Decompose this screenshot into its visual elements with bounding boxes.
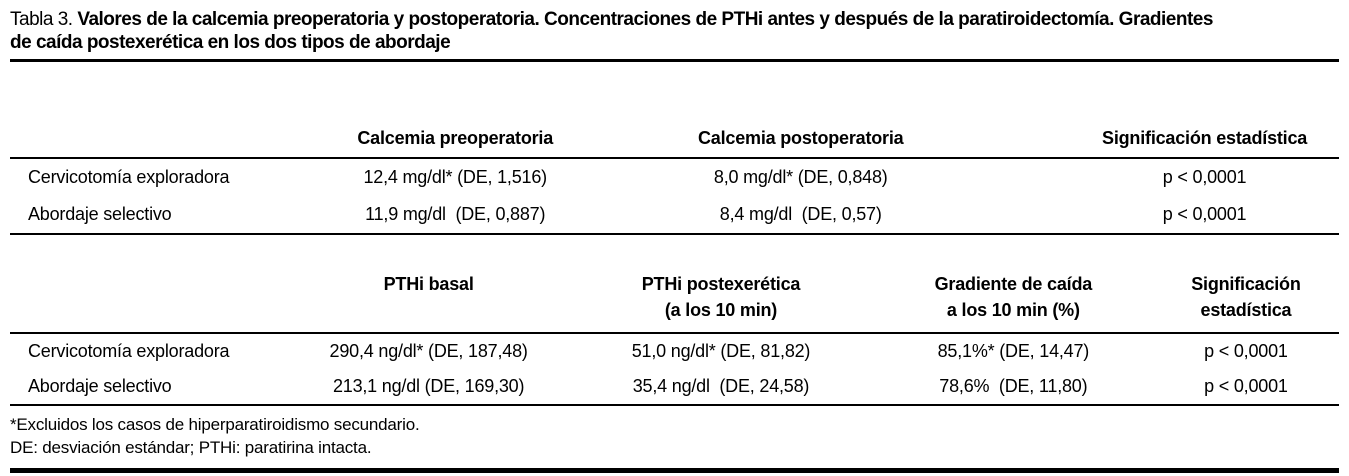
cell-calcemia-preoperatoria: 12,4 mg/dl* (DE, 1,516)	[363, 167, 547, 187]
table-title: Tabla 3. Valores de la calcemia preopera…	[10, 0, 1339, 54]
cell-gradiente: 85,1%* (DE, 14,47)	[937, 341, 1090, 361]
empty-header-cell	[10, 235, 289, 333]
footnote-abbreviations: DE: desviación estándar; PTHi: paratirin…	[10, 438, 372, 457]
header-significacion-estadistica: Significación estadística	[1153, 235, 1339, 333]
bottom-rule	[10, 468, 1339, 473]
row-label: Cervicotomía exploradora	[28, 341, 230, 361]
table-row: Cervicotomía exploradora 290,4 ng/dl* (D…	[10, 333, 1339, 369]
header-calcemia-preoperatoria: Calcemia preoperatoria	[357, 128, 554, 148]
header-line2: (a los 10 min)	[664, 300, 778, 320]
footnotes: *Excluidos los casos de hiperparatiroidi…	[10, 406, 1339, 459]
calcemia-table: Calcemia preoperatoria Calcemia postoper…	[10, 62, 1339, 235]
header-calcemia-postoperatoria: Calcemia postoperatoria	[698, 128, 904, 148]
cell-significacion: p < 0,0001	[1204, 341, 1288, 361]
header-line1: PTHi postexerética	[641, 274, 801, 294]
header-gradiente-caida: Gradiente de caída a los 10 min (%)	[874, 235, 1153, 333]
cell-calcemia-postoperatoria: 8,0 mg/dl* (DE, 0,848)	[713, 167, 888, 187]
row-label: Cervicotomía exploradora	[28, 167, 230, 187]
empty-header-cell	[10, 62, 289, 158]
cell-significacion: p < 0,0001	[1204, 376, 1288, 396]
cell-pthi-basal: 290,4 ng/dl* (DE, 187,48)	[329, 341, 528, 361]
cell-pthi-postexeretica: 51,0 ng/dl* (DE, 81,82)	[631, 341, 811, 361]
header-pthi-basal: PTHi basal	[289, 235, 568, 333]
cell-significacion: p < 0,0001	[1162, 204, 1247, 224]
calcemia-header-row: Calcemia preoperatoria Calcemia postoper…	[10, 62, 1339, 158]
pthi-table: PTHi basal PTHi postexerética (a los 10 m…	[10, 235, 1339, 406]
cell-pthi-postexeretica: 35,4 ng/dl (DE, 24,58)	[632, 376, 810, 396]
top-rule	[10, 59, 1339, 62]
table-title-text-line2: de caída postexerética en los dos tipos …	[10, 32, 451, 53]
header-line1: Significación	[1191, 274, 1301, 294]
table-row: Abordaje selectivo 11,9 mg/dl (DE, 0,887…	[10, 196, 1339, 234]
table-title-line1: Tabla 3. Valores de la calcemia preopera…	[10, 8, 1339, 31]
header-line1: Gradiente de caída	[934, 274, 1093, 294]
header-line1: PTHi basal	[383, 274, 474, 294]
cell-gradiente: 78,6% (DE, 11,80)	[939, 376, 1088, 396]
cell-calcemia-postoperatoria: 8,4 mg/dl (DE, 0,57)	[719, 204, 882, 224]
header-significacion-estadistica: Significación estadística	[1102, 128, 1308, 148]
table-row: Abordaje selectivo 213,1 ng/dl (DE, 169,…	[10, 369, 1339, 405]
table-row: Cervicotomía exploradora 12,4 mg/dl* (DE…	[10, 158, 1339, 196]
header-line2	[289, 297, 568, 323]
pthi-header-row: PTHi basal PTHi postexerética (a los 10 m…	[10, 235, 1339, 333]
footnote-asterisk: *Excluidos los casos de hiperparatiroidi…	[10, 415, 420, 434]
header-pthi-postexeretica: PTHi postexerética (a los 10 min)	[568, 235, 874, 333]
header-line2: a los 10 min (%)	[946, 300, 1080, 320]
table-title-text-line1: Valores de la calcemia preoperatoria y p…	[77, 9, 1213, 30]
table-number-label: Tabla 3.	[10, 9, 73, 30]
row-label: Abordaje selectivo	[28, 376, 172, 396]
cell-pthi-basal: 213,1 ng/dl (DE, 169,30)	[332, 376, 525, 396]
cell-calcemia-preoperatoria: 11,9 mg/dl (DE, 0,887)	[365, 204, 546, 224]
row-label: Abordaje selectivo	[28, 204, 172, 224]
header-line2: estadística	[1200, 300, 1292, 320]
cell-significacion: p < 0,0001	[1162, 167, 1247, 187]
